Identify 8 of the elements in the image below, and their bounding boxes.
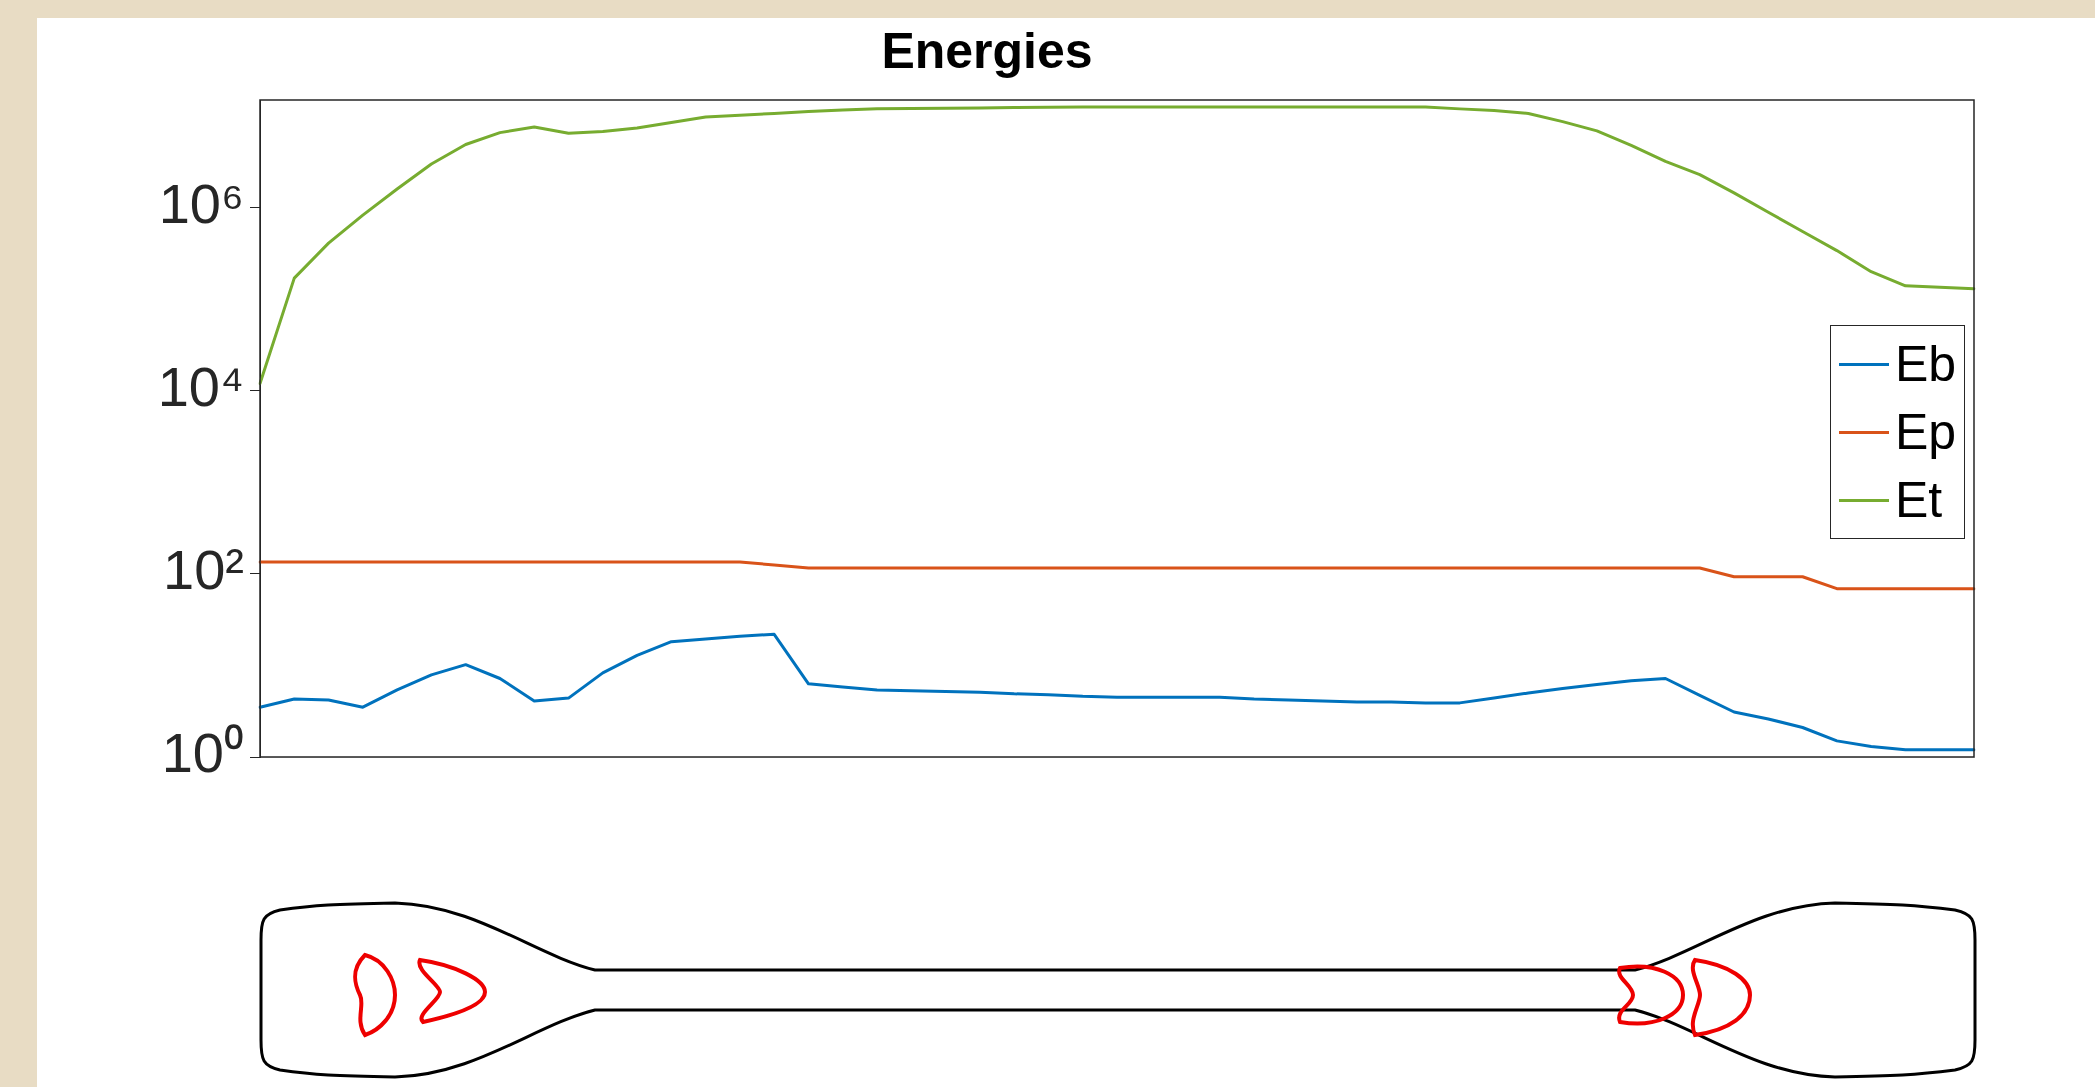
y-tick-label: 10⁶ [158, 172, 244, 236]
y-tick-label: 10² [163, 538, 244, 602]
legend-label: Ep [1895, 403, 1957, 462]
legend-label: Et [1895, 471, 1943, 530]
legend-label: Eb [1895, 335, 1957, 394]
chart-title: Energies [881, 22, 1093, 79]
y-tick-label: 10⁰ [161, 721, 244, 785]
y-tick-label: 10⁴ [157, 355, 244, 419]
